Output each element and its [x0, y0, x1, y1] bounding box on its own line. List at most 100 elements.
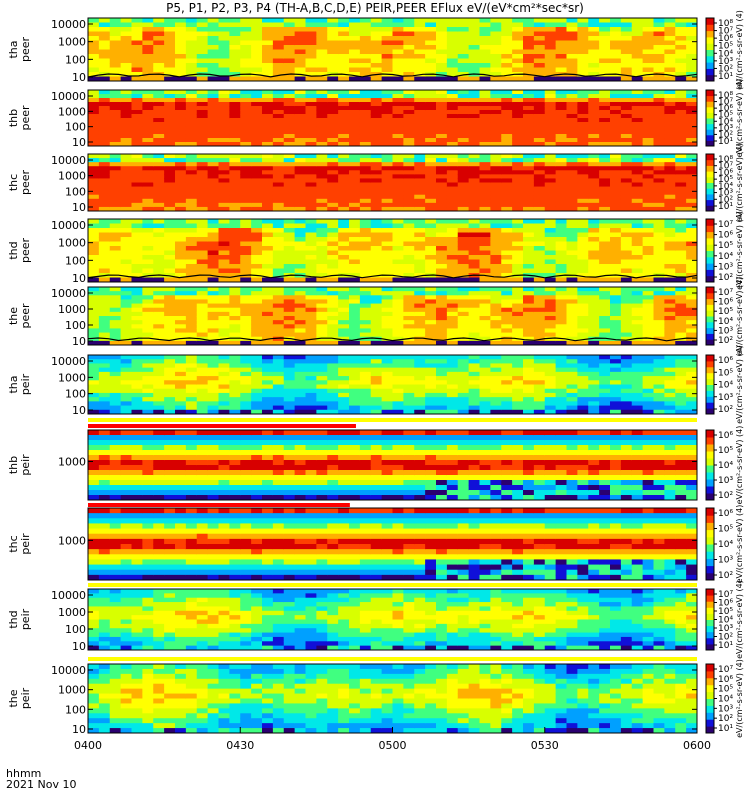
panel-frame: [87, 286, 698, 346]
y-tick-label: 10000: [51, 589, 86, 602]
colorbar-tick-label: 10⁵: [718, 175, 733, 185]
colorbar-tick-label: 10¹: [718, 72, 733, 82]
colorbar-tick-label: 10³: [718, 262, 733, 272]
y-tick-label: 10: [72, 201, 86, 214]
colorbar-tick-label: 10⁴: [718, 616, 733, 626]
y-tick-label: 10000: [51, 90, 86, 103]
colorbar-tick-label: 10⁵: [718, 42, 733, 52]
y-axis-label: peer: [19, 238, 32, 264]
x-tick-label: 0430: [226, 739, 254, 752]
panel-frame: [87, 17, 698, 82]
panel-frame: [87, 153, 698, 212]
colorbar-tick-label: 10²: [718, 491, 733, 501]
colorbar-tick-label: 10⁶: [718, 675, 733, 685]
colorbar-tick-label: 10⁵: [718, 446, 733, 456]
x-tick-label: 0600: [683, 739, 711, 752]
colorbar-tick-label: 10⁵: [718, 111, 733, 121]
y-axis-label: thd: [7, 241, 20, 259]
y-tick-label: 100: [65, 254, 86, 267]
y-axis-label: the: [7, 689, 20, 707]
y-tick-label: 10000: [51, 219, 86, 232]
colorbar-label: eV/(cm²-s-sr-eV) (4): [735, 345, 744, 424]
chart-title: P5, P1, P2, P3, P4 (TH-A,B,C,D,E) PEIR,P…: [166, 1, 584, 15]
colorbar-tick-label: 10²: [718, 64, 733, 74]
y-tick-label: 10: [72, 136, 86, 149]
colorbar-tick-label: 10⁷: [718, 220, 733, 230]
colorbar-thb-peir: 10⁶ 10⁵ 10⁴ 10³ 10² eV/(cm²-s-sr-eV) (4): [705, 426, 744, 504]
spectrogram-the-peer: [88, 287, 697, 345]
colorbar-tick-label: 10⁷: [718, 590, 733, 600]
colorbar-label: eV/(cm²-s-sr-eV) (4): [735, 211, 744, 290]
spectrogram-thc-peer: [88, 154, 697, 211]
colorbar-tick-label: 10¹: [718, 641, 733, 651]
colorbar-tick-label: 10²: [718, 336, 733, 346]
y-tick-label: 10000: [51, 154, 86, 167]
y-axis-label: thb: [7, 109, 20, 127]
colorbar-tick-label: 10⁸: [718, 91, 733, 101]
y-axis-label: peir: [19, 687, 32, 709]
colorbar-tick-label: 10³: [718, 556, 733, 566]
colorbar-tick-label: 10³: [718, 57, 733, 67]
colorbar-label: eV/(cm²-s-sr-eV) (4): [735, 10, 744, 89]
y-tick-label: 1000: [58, 105, 86, 118]
colorbar-tick-label: 10⁷: [718, 665, 733, 675]
colorbar-tick-label: 10¹: [718, 137, 733, 147]
colorbar-label: eV/(cm²-s-sr-eV) (4): [735, 143, 744, 222]
colorbar-tick-label: 10²: [718, 405, 733, 415]
y-tick-label: 1000: [58, 36, 86, 49]
y-tick-label: 10000: [51, 287, 86, 300]
colorbar-tick-label: 10⁸: [718, 155, 733, 165]
colorbar-tick-label: 10⁴: [718, 540, 733, 550]
colorbar-tick-label: 10⁴: [718, 49, 733, 59]
panel-thc-peir: 1000 thc peir 10⁶ 10⁵ 10⁴ 10³ 10² eV/(cm²-s-sr-e…: [7, 505, 744, 584]
y-axis-label: thb: [7, 456, 20, 474]
colorbar-tick-label: 10⁵: [718, 607, 733, 617]
colorbar-label: eV/(cm²-s-sr-eV) (4): [735, 277, 744, 356]
y-tick-label: 1000: [58, 606, 86, 619]
spectrogram-thd-peir: [88, 589, 697, 650]
y-tick-label: 1000: [58, 371, 86, 384]
x-tick-label: 0500: [379, 739, 407, 752]
y-axis-label: thc: [7, 174, 20, 191]
colorbar-tick-label: 10²: [718, 273, 733, 283]
panel-thd-peir: 10000 1000 100 10 thd peir 10⁷10⁶10⁵10⁴10³10²1…: [7, 580, 744, 659]
y-axis-label: peir: [19, 454, 32, 476]
colorbar-tick-label: 10⁷: [718, 288, 733, 298]
panel-frame: [87, 218, 698, 283]
spectrogram-thc-peir: [88, 508, 697, 580]
colorbar-tick-label: 10⁴: [718, 381, 733, 391]
y-axis-label: peer: [19, 303, 32, 329]
panel-frame: [87, 507, 698, 581]
y-tick-label: 1000: [58, 456, 86, 469]
separator-stripe: [88, 418, 697, 422]
panel-the-peir: 10000 1000 100 10 the peir 10⁷10⁶10⁵10⁴10³10²1…: [7, 659, 744, 738]
y-tick-label: 100: [65, 703, 86, 716]
colorbar-tick-label: 10⁴: [718, 117, 733, 127]
colorbar-tick-label: 10²: [718, 571, 733, 581]
colorbar-tick-label: 10⁶: [718, 231, 733, 241]
colorbar-tick-label: 10⁶: [718, 431, 733, 441]
y-axis-label: peer: [19, 170, 32, 196]
colorbar-tick-label: 10⁶: [718, 104, 733, 114]
y-tick-label: 1000: [58, 534, 86, 547]
panel-frame: [87, 588, 698, 651]
colorbar-tick-label: 10⁵: [718, 241, 733, 251]
panel-tha-peir: 10000 1000 100 10 tha peir 10⁶ 10⁵ 10⁴ 10³ 10² eV/(…: [7, 345, 744, 424]
colorbar-thc-peir: 10⁶ 10⁵ 10⁴ 10³ 10² eV/(cm²-s-sr-eV) (4): [705, 505, 744, 584]
colorbar-tick-label: 10⁶: [718, 168, 733, 178]
separator-stripe: [88, 424, 356, 428]
colorbar-tick-label: 10³: [718, 476, 733, 486]
colorbar-tick-label: 10⁶: [718, 34, 733, 44]
panel-frame: [87, 354, 698, 415]
colorbar-label: eV/(cm²-s-sr-eV) (4): [735, 580, 744, 659]
colorbar-tick-label: 10³: [718, 704, 733, 714]
colorbar-tick-label: 10⁴: [718, 252, 733, 262]
colorbar-label: eV/(cm²-s-sr-eV) (4): [735, 505, 744, 584]
